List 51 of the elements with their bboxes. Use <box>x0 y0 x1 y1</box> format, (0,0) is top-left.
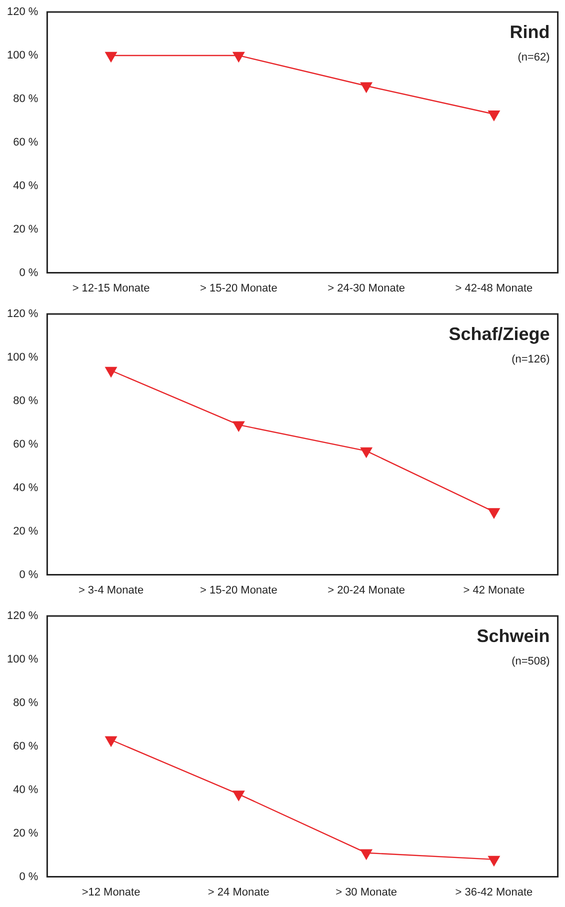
x-tick-label: > 24-30 Monate <box>328 282 406 294</box>
point <box>105 736 117 746</box>
y-tick-label: 60 % <box>13 740 38 752</box>
x-tick-label: > 12-15 Monate <box>72 282 150 294</box>
point <box>360 849 372 860</box>
point <box>488 508 500 518</box>
text: Rind <box>510 22 550 42</box>
y-tick-label: 120 % <box>6 6 38 18</box>
y-tick-label: 40 % <box>13 482 38 494</box>
y-tick-label: 40 % <box>13 180 38 192</box>
point <box>488 110 500 121</box>
y-tick-label: 20 % <box>13 525 38 538</box>
y-tick-label: 80 % <box>13 696 38 709</box>
y-tick-label: 80 % <box>13 394 38 407</box>
text: Schwein <box>476 626 550 646</box>
y-tick-label: 100 % <box>6 50 38 62</box>
y-tick-label: 60 % <box>13 438 38 450</box>
x-tick-label: > 36-42 Monate <box>455 886 533 898</box>
y-tick-label: 20 % <box>13 827 38 840</box>
y-tick-label: 120 % <box>6 610 38 622</box>
point <box>232 52 244 62</box>
y-tick-label: 0 % <box>19 870 38 883</box>
x-tick-label: > 15-20 Monate <box>200 282 278 294</box>
y-tick-label: 0 % <box>19 568 38 581</box>
point <box>105 52 117 62</box>
x-tick-label: >12 Monate <box>82 886 140 898</box>
x-tick-label: > 15-20 Monate <box>200 584 278 596</box>
y-tick-label: 40 % <box>13 784 38 796</box>
point <box>232 790 244 801</box>
point <box>360 447 372 458</box>
y-tick-label: 60 % <box>13 136 38 148</box>
x-tick-label: > 42-48 Monate <box>455 282 533 294</box>
point <box>232 421 244 432</box>
x-tick-label: > 24 Monate <box>208 886 270 898</box>
text: (n=62) <box>518 52 550 64</box>
text: Schaf/Ziege <box>448 324 550 344</box>
x-tick-label: > 20-24 Monate <box>328 584 406 596</box>
y-tick-label: 100 % <box>6 654 38 666</box>
point <box>105 366 117 378</box>
y-tick-label: 0 % <box>19 266 38 279</box>
x-tick-label: > 3-4 Monate <box>78 584 144 596</box>
y-tick-label: 120 % <box>6 308 38 320</box>
text: (n=508) <box>512 656 550 668</box>
point <box>488 856 500 866</box>
point <box>360 82 372 92</box>
y-tick-label: 80 % <box>13 92 38 105</box>
y-tick-label: 100 % <box>6 352 38 364</box>
x-tick-label: > 42 Monate <box>463 584 525 596</box>
y-tick-label: 20 % <box>13 223 38 236</box>
text: (n=126) <box>512 354 550 366</box>
x-tick-label: > 30 Monate <box>336 886 398 898</box>
